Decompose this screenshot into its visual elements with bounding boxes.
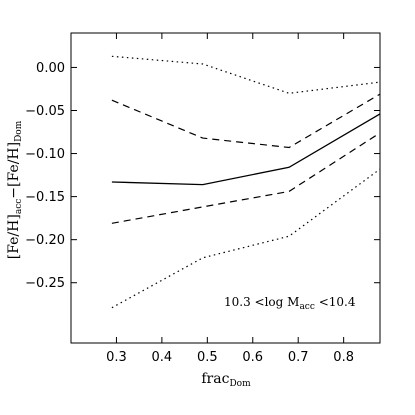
- y-tick-label: −0.05: [25, 104, 65, 119]
- x-tick-label: 0.5: [197, 350, 218, 365]
- x-axis-label: fracDom: [201, 371, 251, 389]
- y-tick-label: −0.20: [25, 233, 65, 248]
- x-tick-label: 0.8: [333, 350, 354, 365]
- plot-frame: [70, 32, 381, 344]
- series-line-2-dashed: [111, 93, 381, 149]
- y-tick-label: −0.15: [25, 190, 65, 205]
- x-tick-label: 0.6: [242, 350, 263, 365]
- tick-layer: 0.3 0.4 0.5 0.6 0.7 0.8 0.00 −0.05 −0.10 −0.15 −0.…: [25, 33, 380, 365]
- y-tick-label: −0.10: [25, 147, 65, 162]
- x-tick-label: 0.4: [152, 350, 173, 365]
- y-tick-label: 0.00: [36, 61, 65, 76]
- x-tick-label: 0.7: [288, 350, 309, 365]
- series-line-3-solid: [111, 113, 381, 186]
- series-line-1-dotted: [111, 55, 381, 94]
- y-tick-label: −0.25: [25, 276, 65, 291]
- series-line-4-dashed: [111, 132, 381, 224]
- x-tick-label: 0.3: [106, 350, 127, 365]
- series-line-5-dotted: [111, 168, 381, 309]
- series-layer: [111, 55, 381, 309]
- annotation: 10.3 <log Macc <10.4: [224, 295, 356, 312]
- y-axis-label: [Fe/H]acc−[Fe/H]Dom: [6, 120, 24, 259]
